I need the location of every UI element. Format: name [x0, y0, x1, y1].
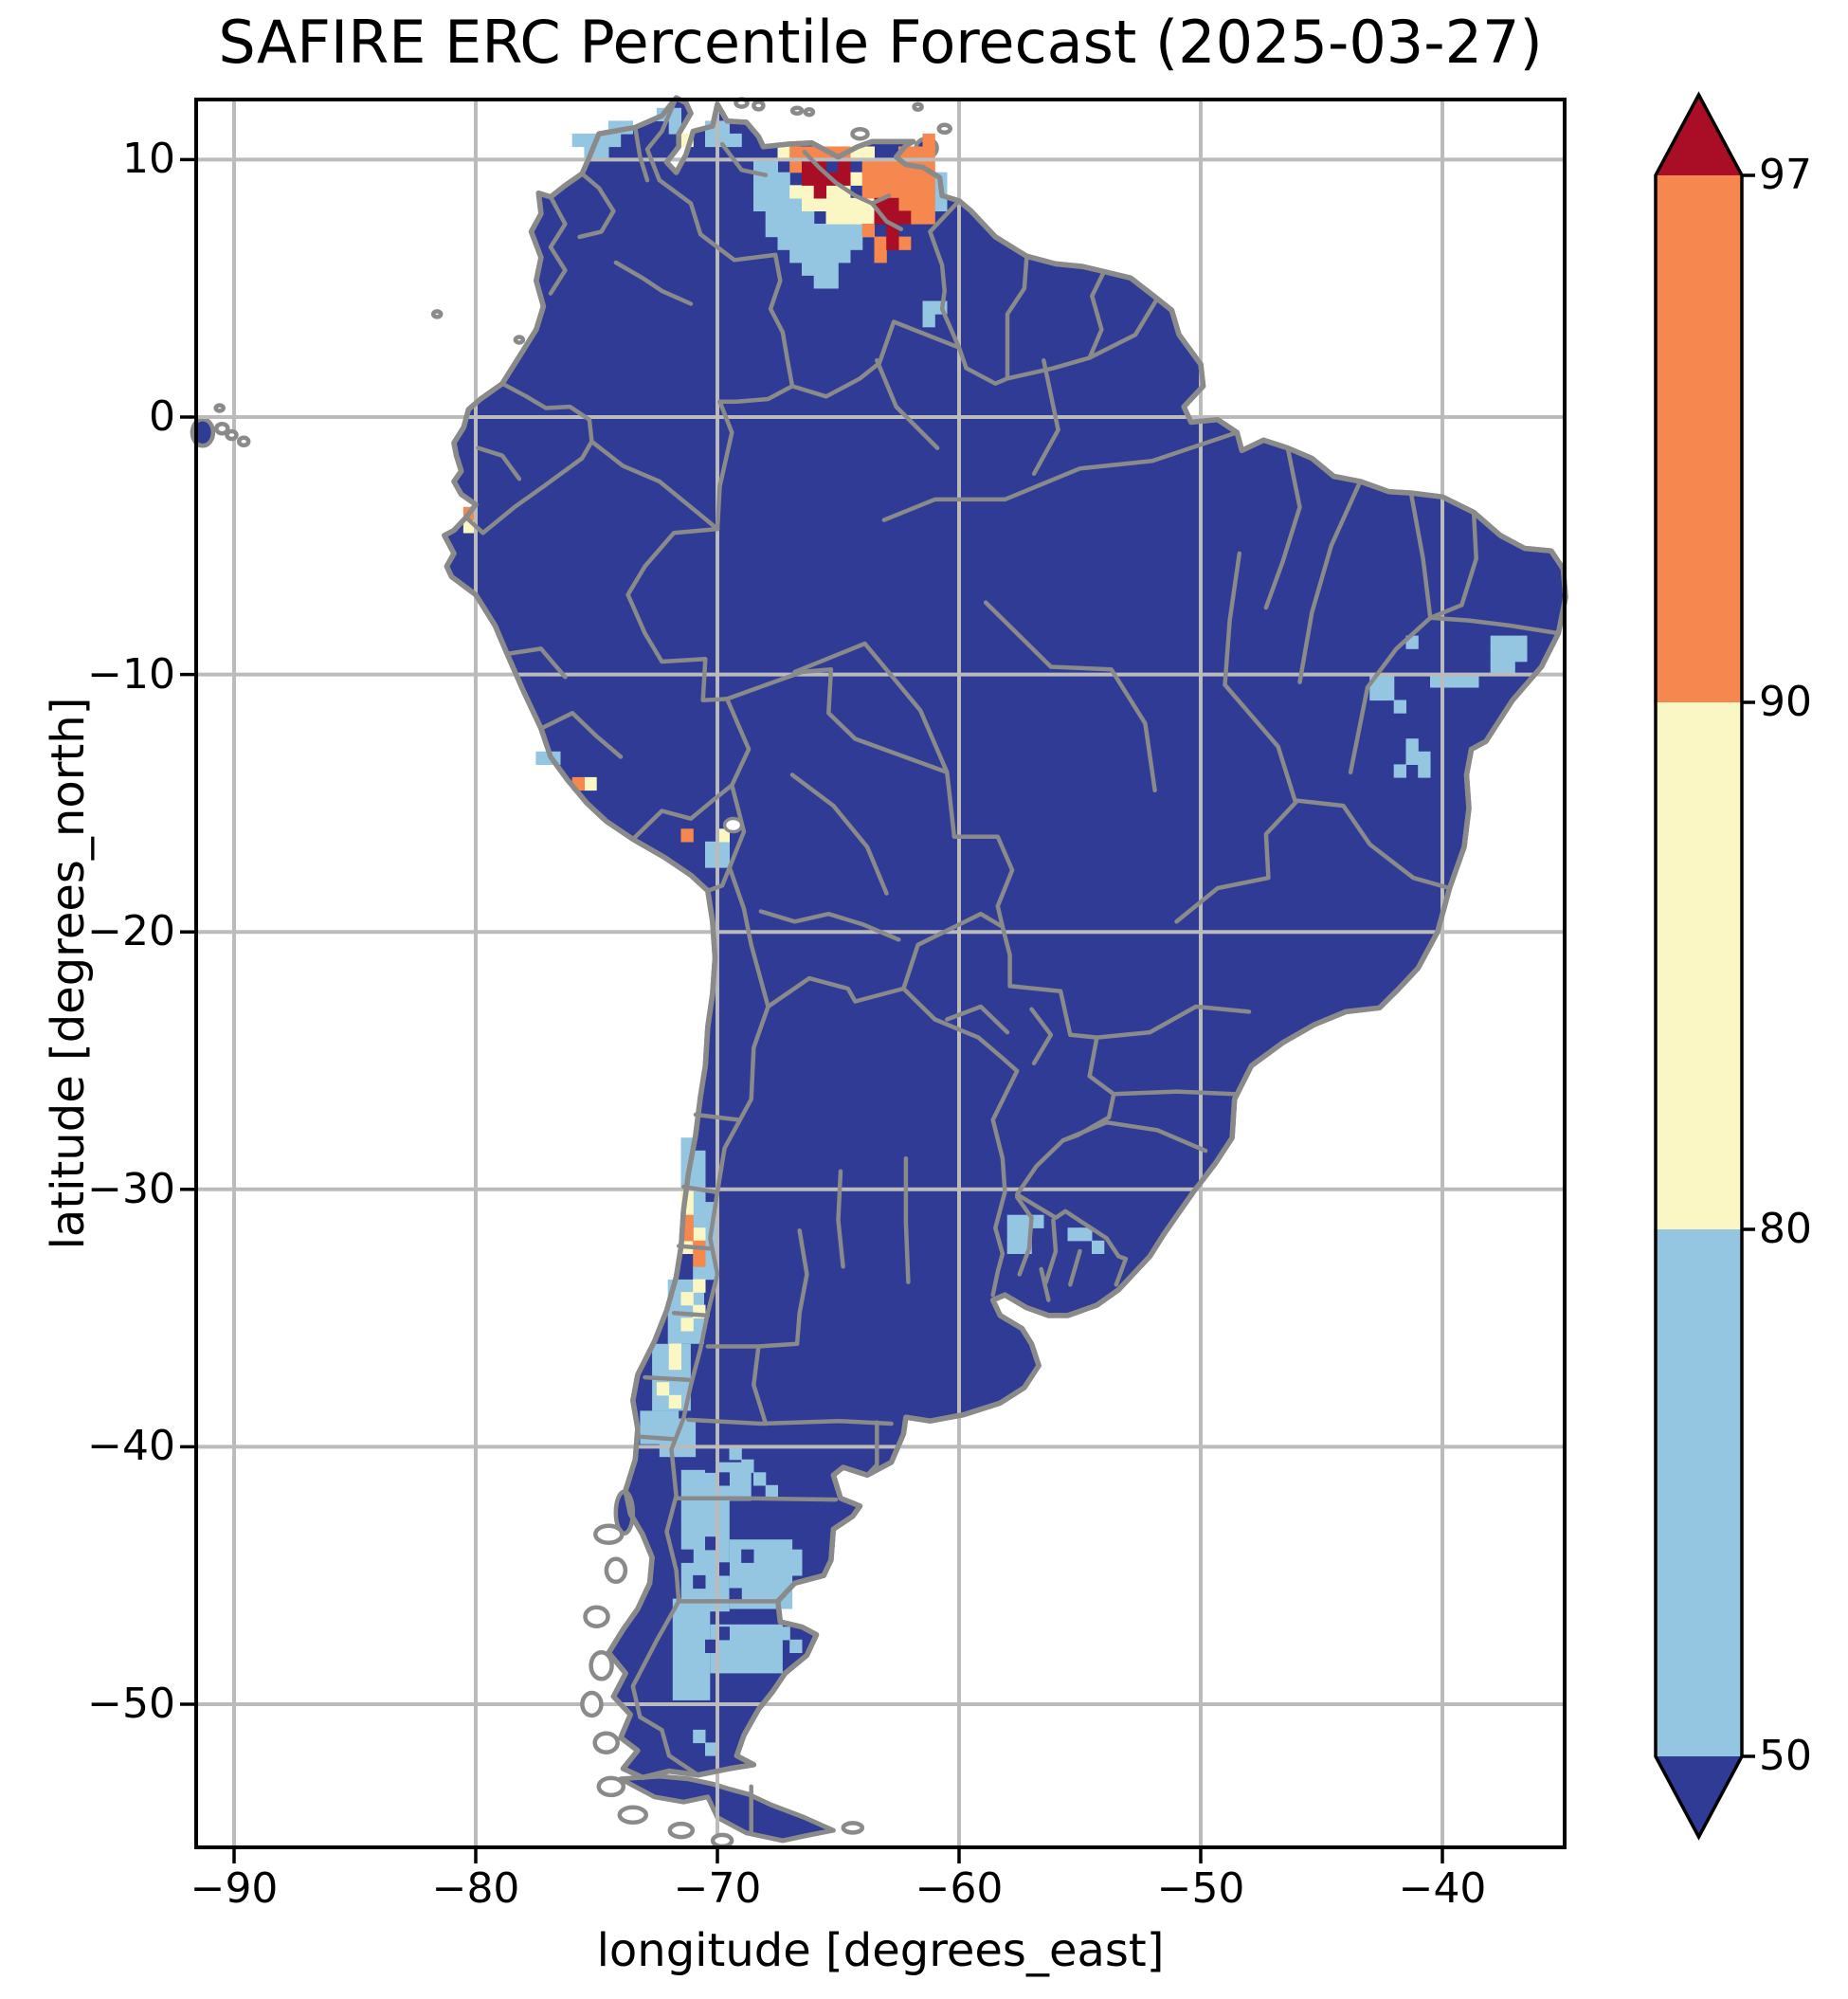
cells-under-50	[680, 1459, 754, 1653]
axis-ticks	[180, 157, 1444, 1863]
colorbar-under-arrow	[1656, 1756, 1742, 1837]
x-axis-label: longitude [degrees_east]	[596, 1924, 1165, 1977]
colorbar-tick-label: 97	[1759, 151, 1812, 199]
x-tick-label: −70	[673, 1864, 762, 1913]
small-islands	[213, 97, 952, 1849]
percentile-cells-layer	[462, 107, 1528, 1756]
tierra-del-fuego	[618, 1773, 836, 1844]
y-tick-label: −50	[87, 1680, 175, 1728]
lake	[722, 816, 744, 834]
y-tick-label: −20	[87, 907, 175, 956]
south-america-map	[180, 95, 1568, 1863]
coastline	[442, 95, 1568, 1781]
x-tick-label: −40	[1398, 1864, 1487, 1913]
y-tick-label: 10	[122, 135, 175, 184]
x-tick-label: −50	[1156, 1864, 1245, 1913]
cells-50-80	[535, 107, 1528, 1756]
colorbar-segment	[1656, 1229, 1742, 1756]
x-tick-label: −90	[190, 1864, 279, 1913]
x-tick-label: −60	[915, 1864, 1004, 1913]
colorbar-segment	[1656, 702, 1742, 1229]
admin-borders	[463, 95, 1561, 1836]
colorbar-tick-label: 90	[1759, 678, 1812, 726]
y-tick-label: −30	[87, 1164, 175, 1213]
colorbar-tick-label: 80	[1759, 1205, 1812, 1253]
colorbar-over-arrow	[1656, 95, 1742, 175]
chart-title: SAFIRE ERC Percentile Forecast (2025-03-…	[218, 8, 1543, 77]
plot-frame	[194, 98, 1567, 1849]
y-tick-label: −10	[87, 649, 175, 699]
y-tick-label: −40	[87, 1422, 175, 1471]
colorbar	[1654, 91, 1755, 1841]
colorbar-tick-label: 50	[1759, 1732, 1812, 1780]
cells-80-90	[462, 133, 875, 1408]
x-tick-label: −80	[431, 1864, 520, 1913]
colorbar-segment	[1656, 175, 1742, 702]
y-tick-label: 0	[149, 392, 175, 441]
